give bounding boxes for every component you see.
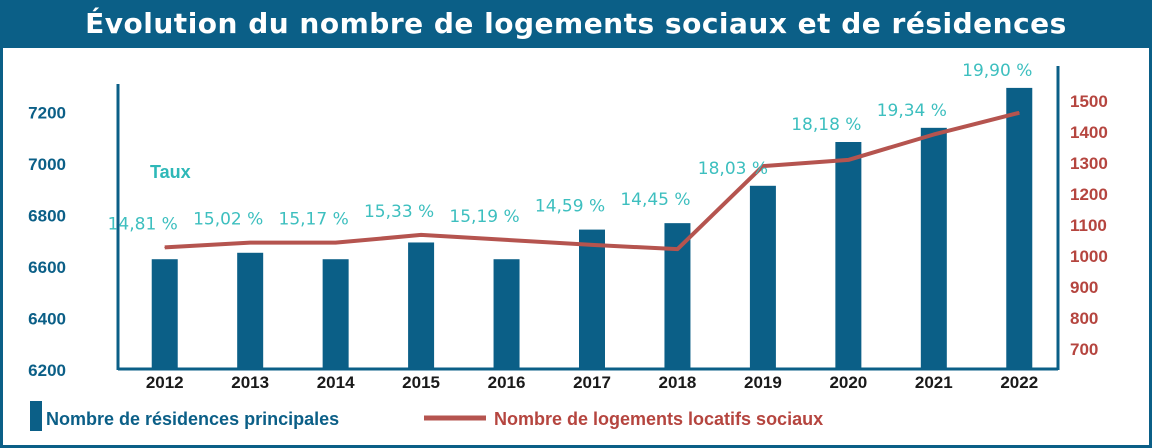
rate-label-2018: 14,45 % — [620, 190, 690, 210]
line-point-2015 — [420, 234, 422, 236]
bar-2015 — [408, 242, 435, 370]
bar-series — [151, 87, 1033, 370]
line-point-2013 — [249, 242, 251, 244]
line-point-2014 — [335, 242, 337, 244]
rate-label-2021: 19,34 % — [877, 101, 947, 121]
line-point-2019 — [762, 165, 764, 167]
x-tick-2012: 2012 — [146, 373, 184, 392]
right-tick-1200: 1200 — [1070, 185, 1108, 204]
right-tick-1300: 1300 — [1070, 154, 1108, 173]
bar-2018 — [664, 223, 691, 370]
left-tick-6800: 6800 — [28, 206, 66, 225]
line-point-2021 — [933, 133, 935, 135]
left-tick-6600: 6600 — [28, 258, 66, 277]
right-tick-1500: 1500 — [1070, 92, 1108, 111]
line-series — [164, 110, 1020, 252]
rate-label-2012: 14,81 % — [108, 214, 178, 234]
x-tick-2015: 2015 — [402, 373, 440, 392]
bar-2012 — [151, 259, 178, 370]
rate-label-2015: 15,33 % — [364, 202, 434, 222]
x-tick-2020: 2020 — [829, 373, 867, 392]
line-point-2012 — [164, 246, 166, 248]
title-bar: Évolution du nombre de logements sociaux… — [0, 0, 1152, 88]
bar-2016 — [493, 259, 520, 370]
right-tick-1100: 1100 — [1070, 216, 1107, 235]
legend-bar-swatch — [30, 401, 42, 431]
rate-label-2020: 18,18 % — [791, 115, 861, 135]
x-tick-2018: 2018 — [659, 373, 697, 392]
line-point-2020 — [847, 159, 849, 161]
bar-2019 — [749, 185, 776, 370]
bar-2014 — [322, 259, 349, 370]
bar-2022 — [1006, 87, 1033, 370]
rate-label-2019: 18,03 % — [698, 159, 768, 179]
x-tick-2021: 2021 — [915, 373, 953, 392]
tick-labels: 6200 6400 6600 6800 7000 7200 700 800 900 1000 110… — [28, 92, 1108, 392]
line-point-2017 — [591, 244, 593, 246]
x-tick-2013: 2013 — [231, 373, 269, 392]
rate-labels: 14,81 % 15,02 % 15,17 % 15,33 % 15,19 % 14,59… — [108, 61, 1033, 234]
legend-bar-label: Nombre de résidences principales — [46, 409, 339, 429]
legend-line-label: Nombre de logements locatifs sociaux — [494, 409, 823, 429]
left-tick-7000: 7000 — [28, 155, 66, 174]
right-tick-700: 700 — [1070, 340, 1098, 359]
bar-2021 — [920, 127, 947, 370]
line-point-2022 — [1018, 112, 1020, 114]
right-tick-900: 900 — [1070, 278, 1098, 297]
legend: Nombre de résidences principales Nombre d… — [30, 401, 823, 431]
x-tick-2016: 2016 — [488, 373, 526, 392]
left-tick-7200: 7200 — [28, 103, 66, 122]
rate-label-2022: 19,90 % — [962, 61, 1032, 81]
left-tick-6400: 6400 — [28, 309, 66, 328]
bar-2020 — [835, 142, 862, 370]
right-tick-800: 800 — [1070, 309, 1098, 328]
line-point-2016 — [506, 239, 508, 241]
x-tick-2019: 2019 — [744, 373, 782, 392]
line-point-2018 — [676, 248, 678, 250]
rate-header-label: Taux — [150, 162, 191, 182]
right-tick-1400: 1400 — [1070, 123, 1108, 142]
x-tick-2014: 2014 — [317, 373, 355, 392]
chart-title: Évolution du nombre de logements sociaux… — [85, 7, 1067, 88]
rate-label-2016: 15,19 % — [449, 207, 519, 227]
x-tick-2022: 2022 — [1000, 373, 1038, 392]
bar-2017 — [579, 229, 605, 370]
bar-2013 — [237, 252, 264, 370]
x-tick-2017: 2017 — [573, 373, 611, 392]
rate-label-2013: 15,02 % — [193, 210, 263, 230]
rate-label-2014: 15,17 % — [279, 210, 349, 230]
left-tick-6200: 6200 — [28, 361, 66, 380]
rate-label-2017: 14,59 % — [535, 197, 605, 217]
right-tick-1000: 1000 — [1070, 247, 1108, 266]
